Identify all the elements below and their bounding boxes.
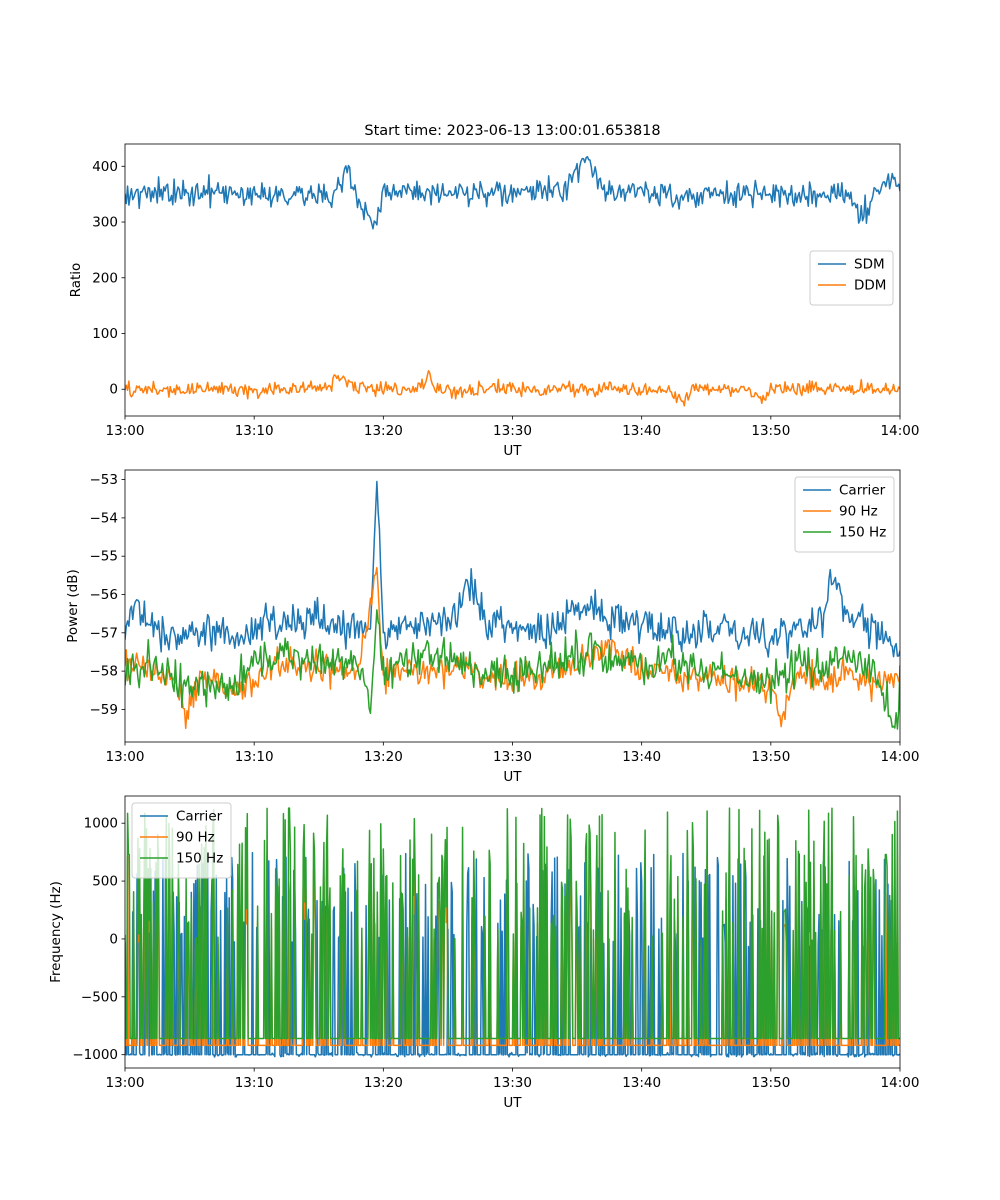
y-tick-label: −55	[90, 549, 119, 565]
legend-box	[131, 802, 232, 879]
frequency-panel: 13:00 13:10 13:20 13:30 13:40 13:50 14:00 UT −10…	[48, 795, 920, 1111]
x-tick-label: 13:00	[106, 749, 145, 765]
y-tick-label: 0	[109, 382, 118, 398]
x-tick-label: 13:20	[364, 423, 403, 439]
legend-label: 90 Hz	[839, 504, 878, 520]
series-line-150-hz	[125, 807, 900, 1040]
x-tick-label: 13:10	[235, 423, 274, 439]
y-tick-label: −54	[90, 510, 119, 526]
x-tick-label: 13:20	[364, 1075, 403, 1091]
series-line-sdm	[125, 155, 900, 230]
legend-label: 90 Hz	[176, 830, 215, 846]
y-axis-label: Power (dB)	[65, 569, 81, 642]
y-tick-label: 500	[92, 874, 118, 890]
series-line-carrier	[125, 851, 900, 1058]
x-axis-label: UT	[503, 1095, 522, 1111]
y-tick-label: 1000	[84, 816, 118, 832]
x-tick-label: 13:10	[235, 1075, 274, 1091]
legend-label: 150 Hz	[176, 851, 223, 867]
legend-label: SDM	[854, 257, 885, 273]
x-tick-label: 14:00	[881, 1075, 920, 1091]
x-tick-label: 13:50	[751, 749, 790, 765]
x-axis-label: UT	[503, 443, 522, 459]
plot-lines	[125, 480, 900, 730]
x-tick-label: 13:40	[622, 1075, 661, 1091]
legend-box	[794, 476, 895, 553]
x-tick-label: 13:40	[622, 423, 661, 439]
ratio-panel: 13:00 13:10 13:20 13:30 13:40 13:50 14:00 UT 0 10…	[68, 143, 920, 459]
x-tick-label: 13:40	[622, 749, 661, 765]
plot-lines	[125, 807, 900, 1058]
y-axis-label: Frequency (Hz)	[48, 881, 64, 983]
legend-label: DDM	[854, 278, 886, 294]
y-tick-label: −58	[90, 664, 119, 680]
x-tick-label: 14:00	[881, 749, 920, 765]
power-panel: 13:00 13:10 13:20 13:30 13:40 13:50 14:00 UT −59…	[65, 469, 920, 785]
x-tick-label: 13:30	[493, 749, 532, 765]
x-tick-label: 13:50	[751, 423, 790, 439]
y-tick-label: −57	[90, 625, 119, 641]
y-tick-label: −1000	[72, 1047, 118, 1063]
y-tick-label: 100	[92, 326, 118, 342]
y-tick-label: −56	[90, 587, 119, 603]
x-axis-label: UT	[503, 769, 522, 785]
y-tick-label: 200	[92, 270, 118, 286]
legend-label: Carrier	[176, 809, 223, 825]
y-tick-label: 400	[92, 159, 118, 175]
series-line-ddm	[125, 369, 900, 407]
x-tick-label: 13:50	[751, 1075, 790, 1091]
y-tick-label: −500	[81, 989, 118, 1005]
series-line-90-hz	[125, 851, 900, 1047]
series-line-carrier	[125, 480, 900, 659]
legend: Carrier 90 Hz 150 Hz	[794, 476, 895, 553]
x-tick-label: 14:00	[881, 423, 920, 439]
legend: Carrier 90 Hz 150 Hz	[131, 802, 232, 879]
y-tick-label: −53	[90, 472, 119, 488]
legend: SDM DDM	[809, 250, 894, 306]
x-tick-label: 13:10	[235, 749, 274, 765]
plot-lines	[125, 155, 900, 407]
y-axis-label: Ratio	[68, 263, 84, 298]
figure-title: Start time: 2023-06-13 13:00:01.653818	[364, 123, 660, 139]
x-tick-label: 13:20	[364, 749, 403, 765]
x-tick-label: 13:00	[106, 423, 145, 439]
x-tick-label: 13:00	[106, 1075, 145, 1091]
legend-label: Carrier	[839, 483, 886, 499]
series-line-150-hz	[125, 609, 900, 730]
x-tick-label: 13:30	[493, 423, 532, 439]
legend-label: 150 Hz	[839, 525, 886, 541]
y-tick-label: −59	[90, 702, 119, 718]
y-tick-label: 0	[109, 931, 118, 947]
y-tick-label: 300	[92, 215, 118, 231]
x-tick-label: 13:30	[493, 1075, 532, 1091]
